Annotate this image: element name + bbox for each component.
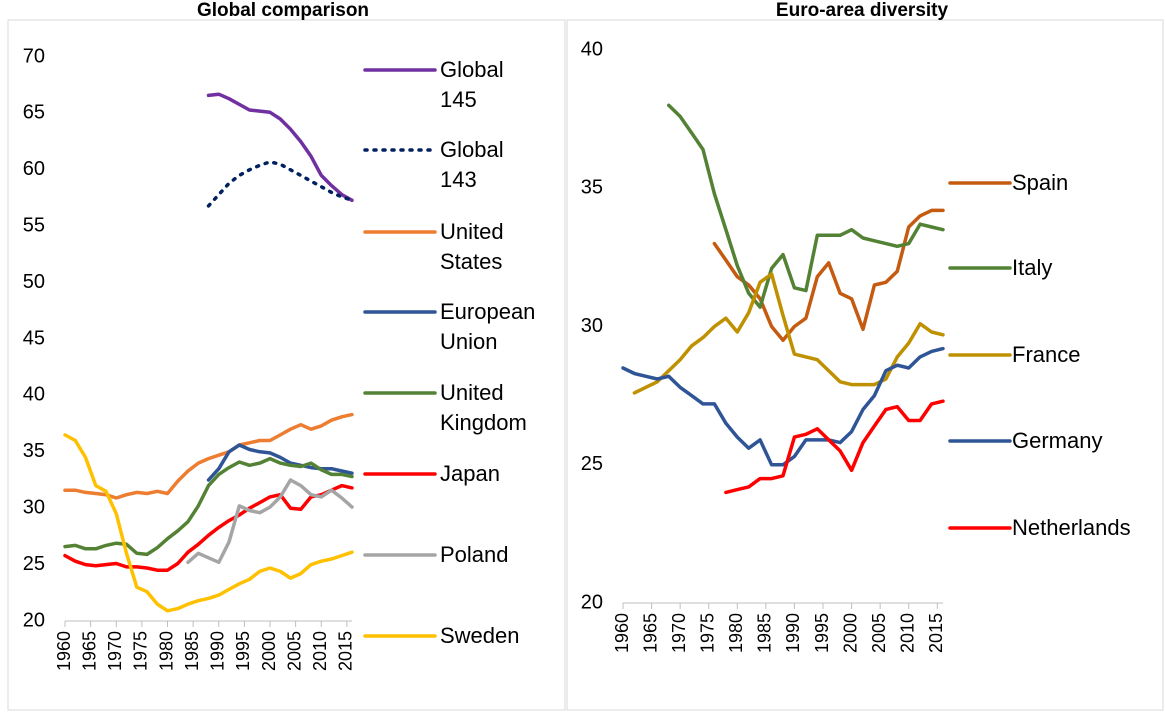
series-line <box>712 208 945 343</box>
legend-label: United Kingdom <box>440 380 527 435</box>
y-tick-label: 30 <box>581 315 603 337</box>
x-tick-label: 2000 <box>840 613 860 653</box>
legend-label: Poland <box>440 542 509 567</box>
x-tick-label: 1985 <box>755 613 775 653</box>
series-line <box>621 346 945 467</box>
legend-label: Spain <box>1012 170 1069 195</box>
x-tick-label: 1970 <box>669 613 689 653</box>
y-tick-label: 20 <box>23 609 45 631</box>
panel-border <box>7 19 566 711</box>
x-tick-label: 1980 <box>726 613 746 653</box>
x-tick-label: 1995 <box>812 613 832 653</box>
x-tick-label: 1960 <box>612 613 632 653</box>
x-tick-label: 2005 <box>869 613 889 653</box>
x-tick-label: 2005 <box>284 631 304 671</box>
y-tick-label: 35 <box>23 440 45 462</box>
legend-label: United States <box>440 219 504 274</box>
x-tick-label: 1970 <box>105 631 125 671</box>
y-tick-label: 70 <box>23 45 45 67</box>
x-tick-label: 1975 <box>697 613 717 653</box>
chart-title: Global comparison <box>197 0 369 21</box>
legend-label: Italy <box>1012 255 1053 280</box>
legend-label: Global 145 <box>440 57 504 112</box>
x-tick-label: 2015 <box>336 631 356 671</box>
x-tick-label: 1965 <box>640 613 660 653</box>
x-tick-label: 1965 <box>79 631 99 671</box>
series-line <box>206 160 354 208</box>
legend-label: Netherlands <box>1012 515 1131 540</box>
x-tick-label: 2010 <box>897 613 917 653</box>
y-tick-label: 30 <box>23 496 45 518</box>
x-tick-label: 1995 <box>233 631 253 671</box>
x-tick-label: 1975 <box>131 631 151 671</box>
series-line <box>206 92 354 203</box>
legend-label: Sweden <box>440 623 520 648</box>
series-line <box>63 412 354 500</box>
x-tick-label: 1990 <box>208 631 228 671</box>
legend-label: Global 143 <box>440 137 504 192</box>
y-tick-label: 25 <box>581 453 603 475</box>
y-tick-label: 25 <box>23 553 45 575</box>
y-tick-label: 40 <box>23 384 45 406</box>
series-line <box>666 103 945 309</box>
y-tick-label: 20 <box>581 591 603 613</box>
series-line <box>186 478 354 565</box>
x-tick-label: 2015 <box>926 613 946 653</box>
y-tick-label: 50 <box>23 271 45 293</box>
series-line <box>206 443 354 482</box>
x-tick-label: 1990 <box>783 613 803 653</box>
series-line <box>63 433 354 613</box>
chart-title: Euro-area diversity <box>776 0 949 21</box>
x-tick-label: 1980 <box>156 631 176 671</box>
y-tick-label: 60 <box>23 158 45 180</box>
series-line <box>632 272 945 395</box>
y-tick-label: 65 <box>23 102 45 124</box>
legend-label: European Union <box>440 299 536 354</box>
legend-label: Germany <box>1012 428 1103 453</box>
y-tick-label: 55 <box>23 214 45 236</box>
panel-border <box>566 19 1164 711</box>
x-tick-label: 2010 <box>310 631 330 671</box>
series-line <box>63 483 354 572</box>
y-tick-label: 35 <box>581 177 603 199</box>
x-tick-label: 1985 <box>182 631 202 671</box>
y-tick-label: 40 <box>581 38 603 60</box>
legend-label: France <box>1012 342 1081 367</box>
y-tick-label: 45 <box>23 327 45 349</box>
x-tick-label: 2000 <box>259 631 279 671</box>
x-tick-label: 1960 <box>54 631 74 671</box>
series-line <box>63 456 354 557</box>
series-line <box>724 399 945 495</box>
legend-label: Japan <box>440 461 500 486</box>
